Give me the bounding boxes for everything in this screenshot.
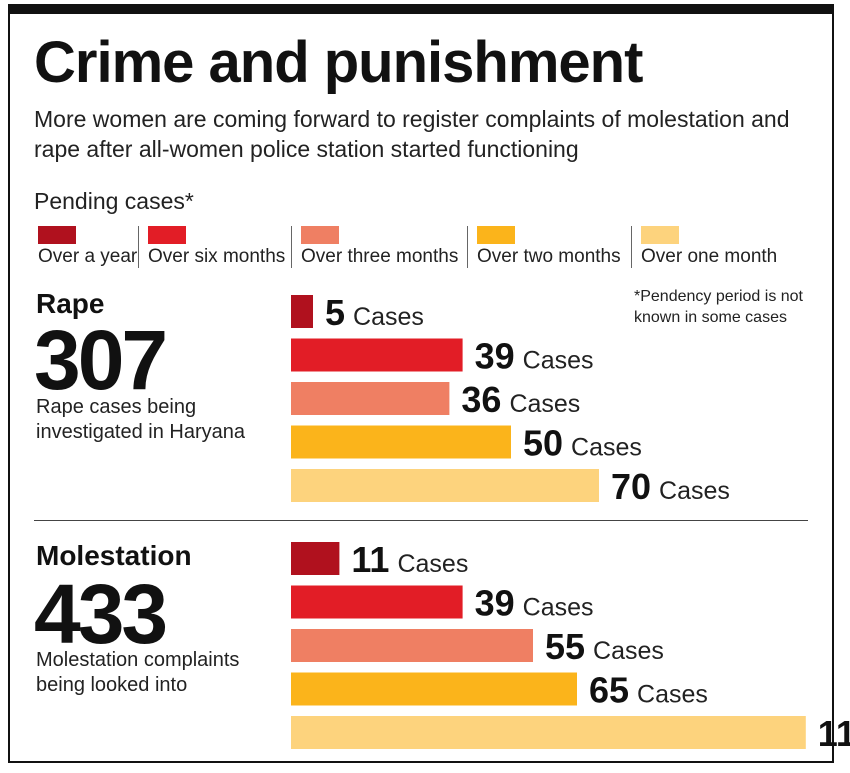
rape-bar	[291, 425, 511, 459]
chart-subtitle: More women are coming forward to registe…	[34, 106, 790, 162]
chart-title: Crime and punishment	[34, 30, 643, 95]
bar-value: 11	[351, 539, 389, 580]
rape-bar-label: 5 Cases	[325, 292, 424, 333]
bar-unit: Cases	[353, 303, 424, 331]
rape-bar	[291, 338, 463, 372]
legend-separator	[291, 226, 292, 268]
rape-bar-label: 36 Cases	[461, 379, 580, 420]
bar-unit: Cases	[523, 594, 594, 622]
rape-description-line1: Rape cases being	[36, 396, 197, 418]
rape-bar	[291, 295, 313, 328]
legend-swatch	[477, 226, 515, 244]
rape-description-line2: investigated in Haryana	[36, 421, 246, 443]
bar-value: 117	[818, 713, 850, 754]
bar-value: 70	[611, 466, 651, 507]
infographic-frame	[8, 4, 834, 763]
bar-value: 39	[475, 336, 515, 377]
molestation-bar-label: 65 Cases	[589, 670, 708, 711]
bar-value: 65	[589, 670, 629, 711]
bar-value: 36	[461, 379, 501, 420]
legend-swatch	[148, 226, 186, 244]
legend-label: Over a year	[38, 246, 138, 267]
pending-cases-label: Pending cases*	[34, 188, 194, 214]
bar-unit: Cases	[659, 477, 730, 505]
bar-unit: Cases	[523, 347, 594, 375]
legend-separator	[467, 226, 468, 268]
legend-label: Over two months	[477, 246, 621, 267]
section-divider	[34, 520, 808, 521]
rape-bar	[291, 382, 450, 415]
bar-unit: Cases	[509, 390, 580, 418]
molestation-bar	[291, 585, 463, 619]
molestation-bar-label: 117Cases	[818, 713, 850, 754]
molestation-bar-label: 39 Cases	[475, 583, 594, 624]
bar-value: 55	[545, 626, 585, 667]
molestation-bar-label: 55 Cases	[545, 626, 664, 667]
molestation-bar	[291, 672, 577, 706]
rape-total: 307	[34, 313, 168, 407]
molestation-bar	[291, 542, 340, 575]
bar-unit: Cases	[593, 637, 664, 665]
molestation-description-line2: being looked into	[36, 674, 188, 696]
rape-bar-label: 70 Cases	[611, 466, 730, 507]
molestation-bar	[291, 629, 533, 662]
legend-swatch	[301, 226, 339, 244]
bar-value: 50	[523, 423, 563, 464]
molestation-description-line1: Molestation complaints	[36, 649, 240, 671]
legend-label: Over six months	[148, 246, 286, 267]
legend-label: Over one month	[641, 246, 778, 267]
molestation-section-label: Molestation	[36, 540, 192, 571]
legend-label: Over three months	[301, 246, 459, 267]
molestation-bar	[291, 716, 806, 749]
rape-bar	[291, 469, 599, 502]
bar-unit: Cases	[397, 550, 468, 578]
rape-bar-label: 50 Cases	[523, 423, 642, 464]
bar-value: 39	[475, 583, 515, 624]
rape-bar-label: 39 Cases	[475, 336, 594, 377]
bar-value: 5	[325, 292, 345, 333]
molestation-bar-label: 11 Cases	[351, 539, 468, 580]
legend-swatch	[38, 226, 76, 244]
pendency-footnote: *Pendency period is not known in some ca…	[634, 288, 803, 326]
bar-unit: Cases	[637, 681, 708, 709]
legend-separator	[138, 226, 139, 268]
molestation-total: 433	[34, 567, 168, 661]
legend-swatch	[641, 226, 679, 244]
legend-separator	[631, 226, 632, 268]
bar-unit: Cases	[571, 434, 642, 462]
rape-section-label: Rape	[36, 288, 105, 319]
